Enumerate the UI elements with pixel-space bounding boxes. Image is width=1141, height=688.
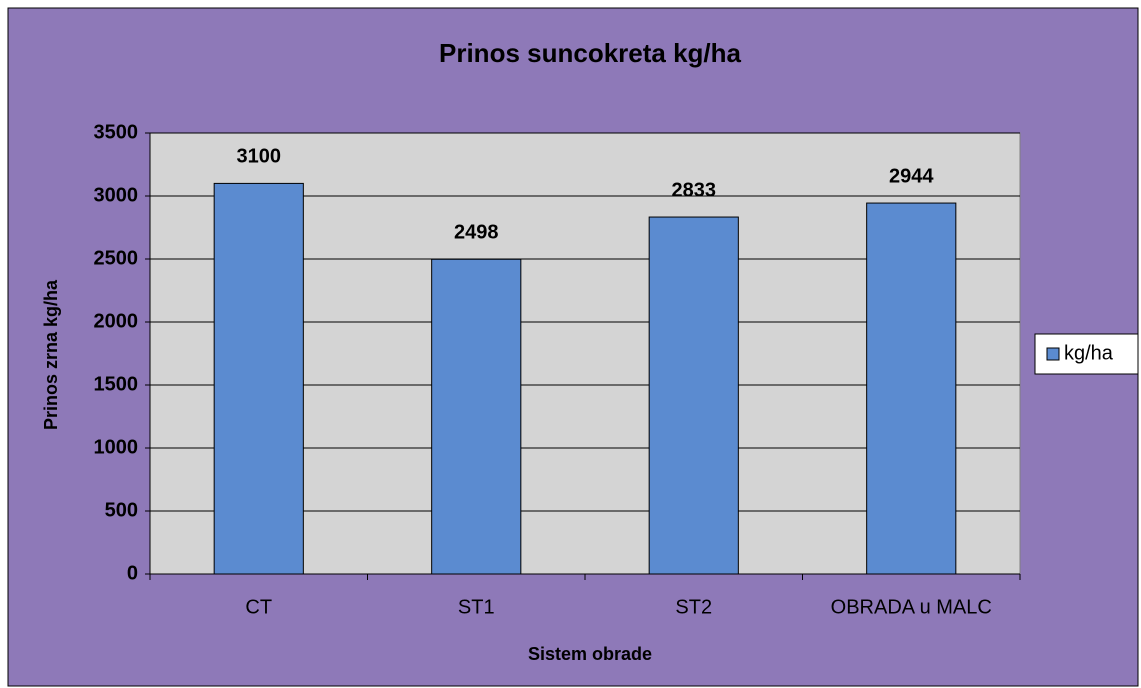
- y-tick-label: 3000: [94, 184, 139, 206]
- x-tick-label: CT: [245, 596, 272, 618]
- x-axis-label: Sistem obrade: [528, 644, 652, 664]
- x-tick-label: OBRADA u MALC: [831, 596, 992, 618]
- y-tick-label: 1500: [94, 373, 139, 395]
- y-axis-label: Prinos zrna kg/ha: [41, 279, 61, 430]
- y-tick-label: 0: [127, 562, 138, 584]
- bar: [866, 202, 957, 575]
- bar: [648, 216, 739, 575]
- x-tick-label: ST2: [675, 596, 712, 618]
- y-tick-label: 2000: [94, 310, 139, 332]
- y-tick-label: 3500: [94, 121, 139, 143]
- y-tick-label: 1000: [94, 436, 139, 458]
- data-label: 2944: [889, 165, 934, 187]
- data-label: 2833: [672, 179, 717, 201]
- legend-label: kg/ha: [1064, 342, 1114, 364]
- data-label: 3100: [237, 146, 282, 168]
- y-tick-label: 2500: [94, 247, 139, 269]
- bar: [213, 182, 304, 575]
- data-label: 2498: [454, 222, 499, 244]
- chart-title: Prinos suncokreta kg/ha: [439, 38, 742, 68]
- bar: [431, 258, 522, 575]
- legend-swatch: [1046, 347, 1060, 361]
- y-tick-label: 500: [105, 499, 138, 521]
- x-tick-label: ST1: [458, 596, 495, 618]
